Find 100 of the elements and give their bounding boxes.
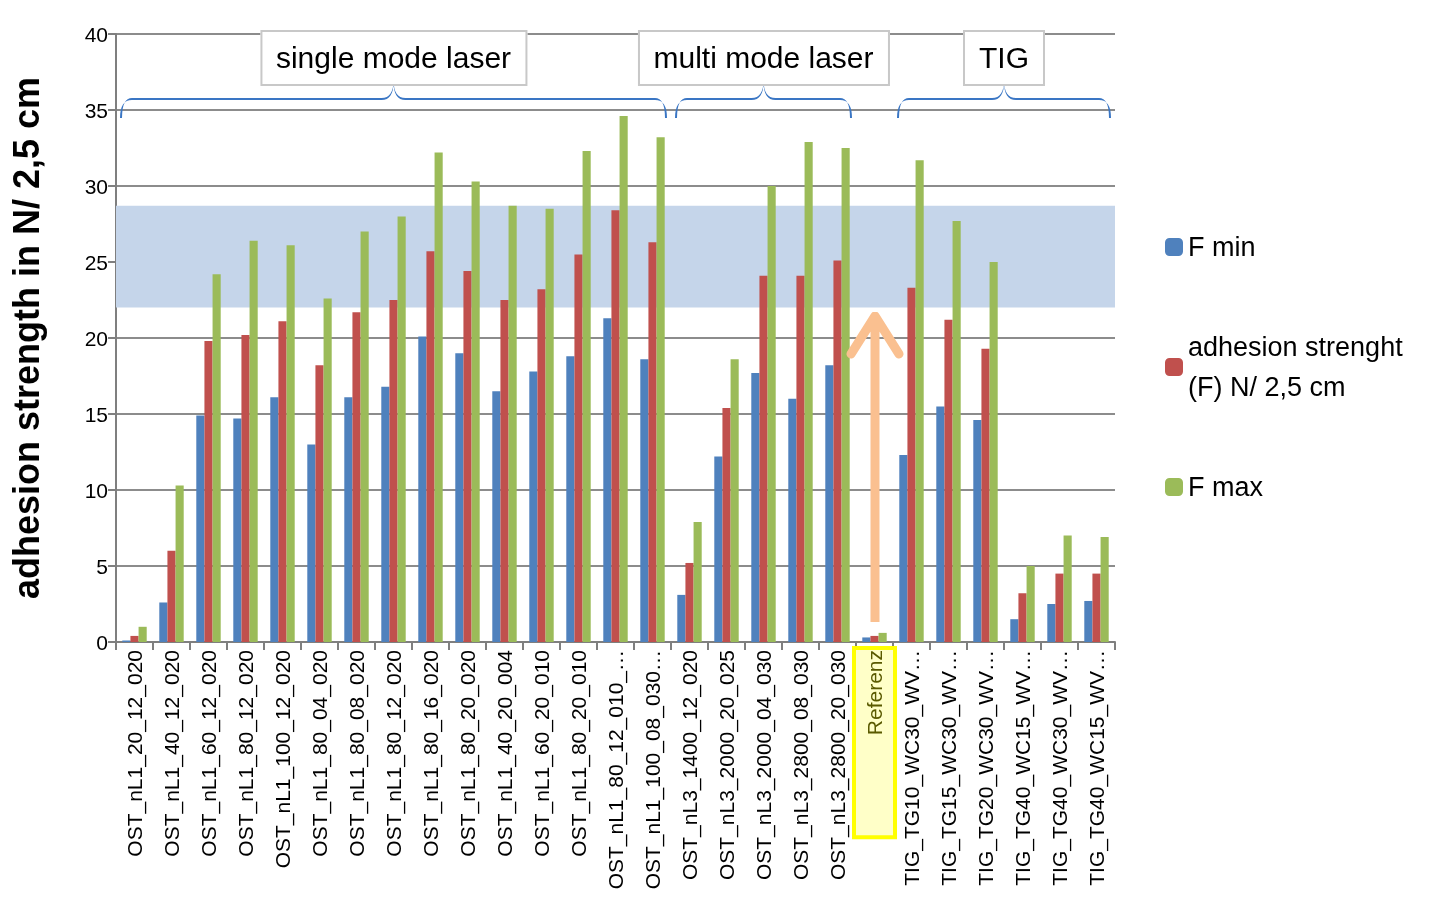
bar xyxy=(1063,535,1072,642)
bar xyxy=(677,594,686,642)
bar xyxy=(212,274,221,642)
x-tick-label: TIG_TG40_WC30_WV… xyxy=(1048,650,1072,886)
bar xyxy=(640,359,649,642)
bar xyxy=(196,415,205,642)
bar xyxy=(529,371,538,642)
x-tick-label: TIG_TG40_WC15_WV… xyxy=(1011,650,1035,886)
bar xyxy=(344,397,353,642)
y-tick-label: 20 xyxy=(84,326,108,350)
bar xyxy=(426,251,435,642)
x-tick-label: OST_nL1_80_04_020 xyxy=(308,650,332,857)
x-tick-label: OST_nL1_60_12_020 xyxy=(197,650,221,857)
bar xyxy=(1055,573,1064,642)
bar xyxy=(159,602,168,642)
bar xyxy=(463,271,472,642)
legend-label: adhesion strenght (F) N/ 2,5 cm xyxy=(1188,332,1411,402)
bar xyxy=(981,348,990,642)
bar xyxy=(833,260,842,642)
bar xyxy=(1010,619,1019,642)
bar xyxy=(693,521,702,642)
bar xyxy=(878,632,887,642)
bar xyxy=(241,334,250,642)
x-tick-label: TIG_TG40_WC15_WV… xyxy=(1085,650,1109,886)
bar xyxy=(722,407,731,642)
y-tick-label: 10 xyxy=(84,478,108,502)
bar xyxy=(804,141,813,642)
bar xyxy=(566,356,575,642)
bar xyxy=(323,298,332,642)
x-tick-label: TIG_TG15_WC30_WV… xyxy=(937,650,961,886)
bar xyxy=(952,220,961,642)
bar xyxy=(167,550,176,642)
bar xyxy=(1092,573,1101,642)
bar xyxy=(730,359,739,642)
bar xyxy=(130,635,139,642)
y-tick-label: 30 xyxy=(84,174,108,198)
bar xyxy=(175,485,184,642)
y-tick-label: 5 xyxy=(96,554,108,578)
bar xyxy=(870,635,879,642)
bar xyxy=(759,275,768,642)
bar xyxy=(619,116,628,642)
y-tick-label: 40 xyxy=(84,22,108,46)
legend-label: F min xyxy=(1188,232,1256,262)
bar xyxy=(1084,600,1093,642)
bar xyxy=(389,300,398,642)
bar xyxy=(685,562,694,642)
bar xyxy=(455,353,464,642)
bar xyxy=(471,181,480,642)
x-tick-label: OST_nL1_80_16_020 xyxy=(419,650,443,857)
x-tick-label: OST_nL1_100_12_020 xyxy=(271,650,295,869)
bar xyxy=(270,397,279,642)
legend-label: F max xyxy=(1188,472,1264,502)
x-tick-label: OST_nL3_2800_08_030 xyxy=(789,650,813,881)
x-tick-label: OST_nL3_1400_12_020 xyxy=(678,650,702,881)
y-tick-label: 15 xyxy=(84,402,108,426)
bar xyxy=(767,186,776,642)
bar xyxy=(537,289,546,642)
bar xyxy=(796,275,805,642)
bar xyxy=(307,444,316,642)
bar xyxy=(138,626,147,642)
x-tick-label: OST_nL1_80_20_010 xyxy=(567,650,591,857)
bar xyxy=(381,386,390,642)
bar xyxy=(899,455,908,642)
bar xyxy=(1047,604,1056,642)
bar xyxy=(418,336,427,642)
bar xyxy=(788,398,797,642)
bar xyxy=(233,418,242,642)
bar xyxy=(204,341,213,642)
annotation: single mode laser xyxy=(259,30,528,86)
x-tick-label: OST_nL3_2000_04_030 xyxy=(752,650,776,881)
x-tick-label: OST_nL1_80_12_010_… xyxy=(604,650,628,890)
bar xyxy=(545,208,554,642)
bar xyxy=(611,210,620,642)
x-tick-label: OST_nL1_80_08_020 xyxy=(345,650,369,857)
bar xyxy=(492,391,501,642)
x-tick-label: OST_nL1_100_08_030… xyxy=(641,650,665,890)
bar xyxy=(973,420,982,642)
bar xyxy=(603,318,612,642)
x-tick-label: OST_nL1_40_20_004 xyxy=(493,649,517,857)
x-tick-label: TIG_TG20_WC30_WV… xyxy=(974,650,998,886)
bar xyxy=(825,365,834,642)
x-tick-label: TIG_TG10_WC30_WV… xyxy=(900,650,924,886)
annotation: multi mode laser xyxy=(637,30,890,86)
bar xyxy=(1018,593,1027,642)
bar xyxy=(352,312,361,642)
bar xyxy=(360,231,369,642)
x-tick-label: OST_nL3_2000_20_025 xyxy=(715,650,739,881)
x-tick-label: OST_nL3_2800_20_030 xyxy=(826,650,850,881)
bar xyxy=(915,160,924,642)
bar xyxy=(278,321,287,642)
bar xyxy=(315,365,324,642)
bar xyxy=(656,137,665,642)
x-tick-label: OST_nL1_60_20_010 xyxy=(530,650,554,857)
x-tick-label: Referenz xyxy=(863,650,886,736)
y-tick-label: 0 xyxy=(96,630,108,654)
bar xyxy=(1100,537,1109,642)
bar xyxy=(989,262,998,642)
bar xyxy=(936,406,945,642)
bar xyxy=(841,148,850,642)
x-tick-label: OST_nL1_80_20_020 xyxy=(456,650,480,857)
